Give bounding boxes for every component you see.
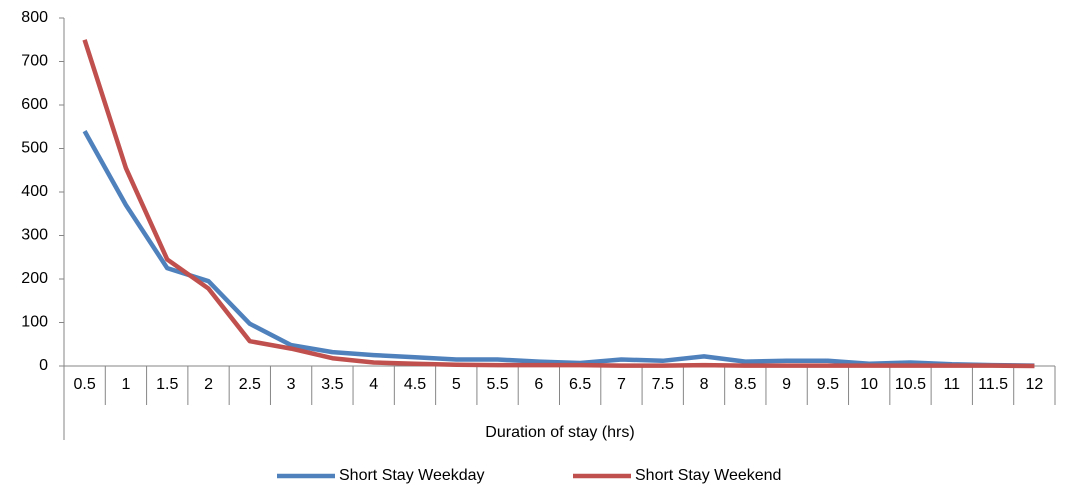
y-tick-label: 800	[21, 9, 48, 26]
x-tick-label: 11.5	[978, 376, 1008, 393]
y-tick-label: 300	[21, 227, 48, 244]
y-tick-label: 500	[21, 140, 48, 157]
x-tick-label: 1.5	[156, 376, 178, 393]
x-tick-label: 5	[452, 376, 461, 393]
x-tick-label: 4	[369, 376, 378, 393]
y-tick-label: 400	[21, 183, 48, 200]
x-axis-title: Duration of stay (hrs)	[485, 424, 634, 441]
x-tick-label: 12	[1025, 376, 1043, 393]
x-tick-label: 9.5	[817, 376, 839, 393]
x-tick-label: 8	[700, 376, 709, 393]
x-tick-label: 9	[782, 376, 791, 393]
y-tick-label: 700	[21, 53, 48, 70]
x-tick-label: 11	[943, 376, 960, 393]
y-tick-label: 200	[21, 270, 48, 287]
x-tick-label: 6.5	[569, 376, 591, 393]
x-tick-label: 6	[534, 376, 543, 393]
x-tick-label: 5.5	[486, 376, 508, 393]
y-tick-label: 100	[21, 314, 48, 331]
x-tick-label: 2	[204, 376, 213, 393]
y-tick-label: 0	[39, 357, 48, 374]
x-tick-label: 4.5	[404, 376, 426, 393]
x-tick-label: 10.5	[895, 376, 926, 393]
x-tick-label: 1	[121, 376, 130, 393]
y-tick-label: 600	[21, 96, 48, 113]
series-line	[82, 39, 1035, 369]
x-tick-label: 7	[617, 376, 626, 393]
x-tick-label: 2.5	[239, 376, 261, 393]
legend-label: Short Stay Weekend	[635, 467, 781, 484]
x-tick-label: 8.5	[734, 376, 756, 393]
series-line	[82, 130, 1035, 368]
x-tick-label: 0.5	[74, 376, 96, 393]
x-tick-label: 10	[860, 376, 878, 393]
legend-label: Short Stay Weekday	[339, 467, 485, 484]
x-tick-label: 3.5	[321, 376, 343, 393]
x-tick-label: 3	[287, 376, 296, 393]
x-tick-label: 7.5	[652, 376, 674, 393]
